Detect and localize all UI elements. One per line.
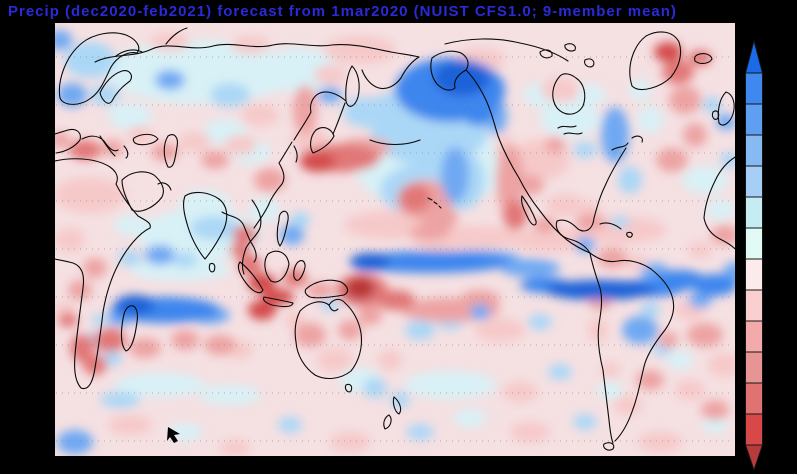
colorbar-bottom-arrow xyxy=(744,444,764,472)
page-title: Precip (dec2020-feb2021) forecast from 1… xyxy=(8,3,677,20)
colorbar-segment xyxy=(745,258,763,291)
mouse-cursor xyxy=(167,427,180,443)
colorbar-segment xyxy=(745,134,763,167)
colorbar-segment xyxy=(745,227,763,260)
world-map xyxy=(55,23,735,456)
colorbar-segment xyxy=(745,165,763,198)
colorbar-segment xyxy=(745,382,763,415)
colorbar-segment xyxy=(745,413,763,446)
colorbar-segment xyxy=(745,196,763,229)
coastlines xyxy=(55,27,735,451)
colorbar-segment xyxy=(745,72,763,105)
colorbar-top-arrow xyxy=(744,39,764,74)
colorbar-segment xyxy=(745,103,763,136)
latitude-gridlines xyxy=(56,56,734,442)
colorbar-segment xyxy=(745,320,763,353)
colorbar-segment xyxy=(745,289,763,322)
precip-anomaly-field xyxy=(55,30,735,456)
colorbar-segment xyxy=(745,351,763,384)
colorbar xyxy=(744,39,764,472)
